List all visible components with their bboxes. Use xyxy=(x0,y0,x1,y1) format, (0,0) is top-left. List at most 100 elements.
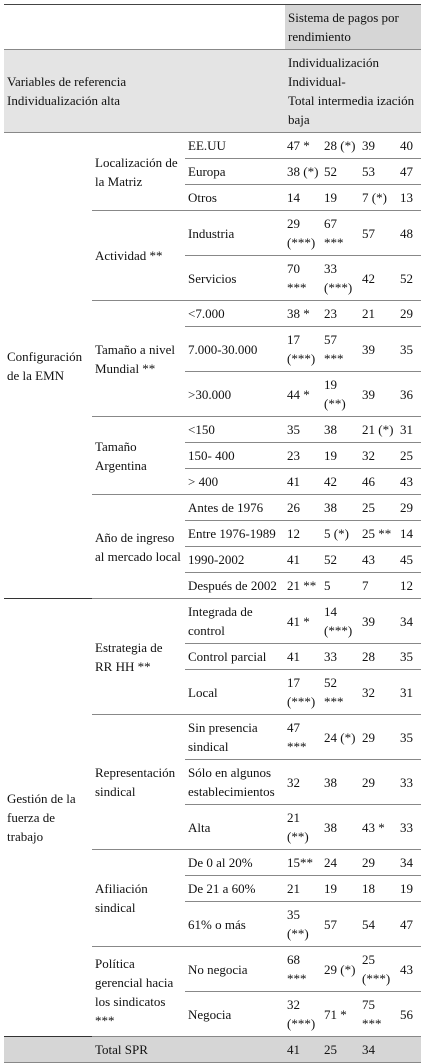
cell-value: 29 xyxy=(398,494,422,521)
cell-value: 39 xyxy=(360,598,398,644)
cell-value: 57 xyxy=(322,901,360,947)
cell-value: 47 *** xyxy=(285,714,322,760)
blank-header xyxy=(4,4,285,50)
table-row: Negocia 32 (***) 71 * 75 *** 56 xyxy=(4,991,422,1037)
row-label: Sin presencia sindical xyxy=(185,714,285,760)
cell-value: 19 xyxy=(322,184,360,211)
cell-value: 32 xyxy=(285,759,322,805)
cell-value: 5 xyxy=(322,572,360,599)
cell-value: 52 xyxy=(398,255,422,301)
cell-value: 35 (**) xyxy=(285,901,322,947)
row-label: Alta xyxy=(185,804,285,850)
row-label: De 0 al 20% xyxy=(185,849,285,876)
cell-value: 25 xyxy=(398,442,422,469)
cell-value: 24 xyxy=(322,849,360,876)
cell-value: 15** xyxy=(285,849,322,876)
cell-value: 29 xyxy=(360,849,398,876)
group-label: Tamaño a nivel Mundial ** xyxy=(92,300,185,417)
group-label: Política gerencial hacia los sindicatos … xyxy=(92,946,185,1037)
cell-value: 52 xyxy=(322,546,360,573)
cell-value: 35 xyxy=(398,326,422,372)
table-row: Después de 2002 21 ** 5 7 12 xyxy=(4,572,422,599)
table-row: Gestión de la fuerza de trabajo Estrategi… xyxy=(4,598,422,1037)
cell-value: 13 xyxy=(398,184,422,211)
cell-value: 31 xyxy=(398,669,422,715)
cell-value: 41 * xyxy=(285,598,322,644)
row-label: Otros xyxy=(185,184,285,211)
row-label: Sólo en algunos establecimientos xyxy=(185,759,285,805)
cell-value: 47 xyxy=(398,901,422,947)
columns-header: Individualización Individual- Total inter… xyxy=(285,49,422,133)
table-row: Local 17 (***) 52 *** 32 31 xyxy=(4,669,422,715)
cell-value: 24 (*) xyxy=(322,714,360,760)
cell-value: 53 xyxy=(360,158,398,185)
row-label: Integrada de control xyxy=(185,598,285,644)
cell-value: 28 xyxy=(360,643,398,670)
cell-value: 26 xyxy=(285,494,322,521)
cell-value: 28 (*) xyxy=(322,132,360,159)
cell-value: 39 xyxy=(360,371,398,417)
table-row: Sistema de pagos por rendimiento xyxy=(4,4,422,50)
cell-value: 46 xyxy=(360,468,398,495)
cell-value: 21 xyxy=(285,875,322,902)
cell-value: 29 (*) xyxy=(322,946,360,992)
group-label: Tamaño Argentina xyxy=(92,416,185,495)
table-row: Tamaño a nivel Mundial ** <7.000 38 * 23 21 2… xyxy=(4,300,422,417)
cell-value: 42 xyxy=(360,255,398,301)
table-row: Política gerencial hacia los sindicatos … xyxy=(4,946,422,1037)
cell-value: 36 xyxy=(398,371,422,417)
group-label: Afiliación sindical xyxy=(92,849,185,947)
total-blank xyxy=(4,1036,92,1063)
table-row: >30.000 44 * 19 (**) 39 36 xyxy=(4,371,422,417)
row-label: De 21 a 60% xyxy=(185,875,285,902)
cell-value: 7 xyxy=(360,572,398,599)
section-label: Gestión de la fuerza de trabajo xyxy=(4,598,92,1037)
cell-value: 48 xyxy=(398,210,422,256)
total-value: 34 xyxy=(360,1036,398,1063)
cell-value: 33 xyxy=(398,804,422,850)
table-row: Sólo en algunos establecimientos 32 38 29 33 xyxy=(4,759,422,805)
row-label: Local xyxy=(185,669,285,715)
variables-header-line: Variables de referencia xyxy=(7,74,127,89)
cell-value: 19 (**) xyxy=(322,371,360,417)
cell-value: 14 xyxy=(285,184,322,211)
row-label: EE.UU xyxy=(185,132,285,159)
row-label: 150- 400 xyxy=(185,442,285,469)
table-row: Representación sindical Sin presencia sin… xyxy=(4,714,422,850)
table-row: Otros 14 19 7 (*) 13 xyxy=(4,184,422,211)
cell-value: 12 xyxy=(398,572,422,599)
table-row: Configuración de la EMN Localización de l… xyxy=(4,132,422,599)
cell-value: 21 (**) xyxy=(285,804,322,850)
cell-value: 29 xyxy=(360,714,398,760)
cell-value: 39 xyxy=(360,132,398,159)
group-label: Actividad ** xyxy=(92,210,185,301)
row-label: Industria xyxy=(185,210,285,256)
cell-value: 17 (***) xyxy=(285,326,322,372)
cell-value: 47 xyxy=(398,158,422,185)
cell-value: 47 * xyxy=(285,132,322,159)
total-value: 25 xyxy=(322,1036,360,1063)
row-label: Después de 2002 xyxy=(185,572,285,599)
cell-value: 19 xyxy=(322,442,360,469)
cell-value: 21 (*) xyxy=(360,416,398,443)
table-body: Sistema de pagos por rendimiento Variable… xyxy=(4,4,422,1063)
cell-value: 38 * xyxy=(285,300,322,327)
table-row: Variables de referencia Individualización… xyxy=(4,49,422,133)
cell-value: 23 xyxy=(285,442,322,469)
columns-header-line: Individualización Individual- xyxy=(288,55,379,89)
table-row: 1990-2002 41 52 43 45 xyxy=(4,546,422,573)
table-row: Tamaño Argentina <150 35 38 21 (*) 31 xyxy=(4,416,422,495)
cell-value: 35 xyxy=(398,714,422,760)
row-label: 1990-2002 xyxy=(185,546,285,573)
row-label: Europa xyxy=(185,158,285,185)
cell-value: 52 *** xyxy=(322,669,360,715)
variables-header-line: Individualización alta xyxy=(7,93,120,108)
table-row: Actividad ** Industria 29 (***) 67 *** 57 48 xyxy=(4,210,422,301)
total-blank xyxy=(398,1036,422,1063)
cell-value: 68 *** xyxy=(285,946,322,992)
cell-value: 21 ** xyxy=(285,572,322,599)
cell-value: 38 xyxy=(322,494,360,521)
cell-value: 33 (***) xyxy=(322,255,360,301)
cell-value: 19 xyxy=(322,875,360,902)
cell-value: 14 xyxy=(398,520,422,547)
